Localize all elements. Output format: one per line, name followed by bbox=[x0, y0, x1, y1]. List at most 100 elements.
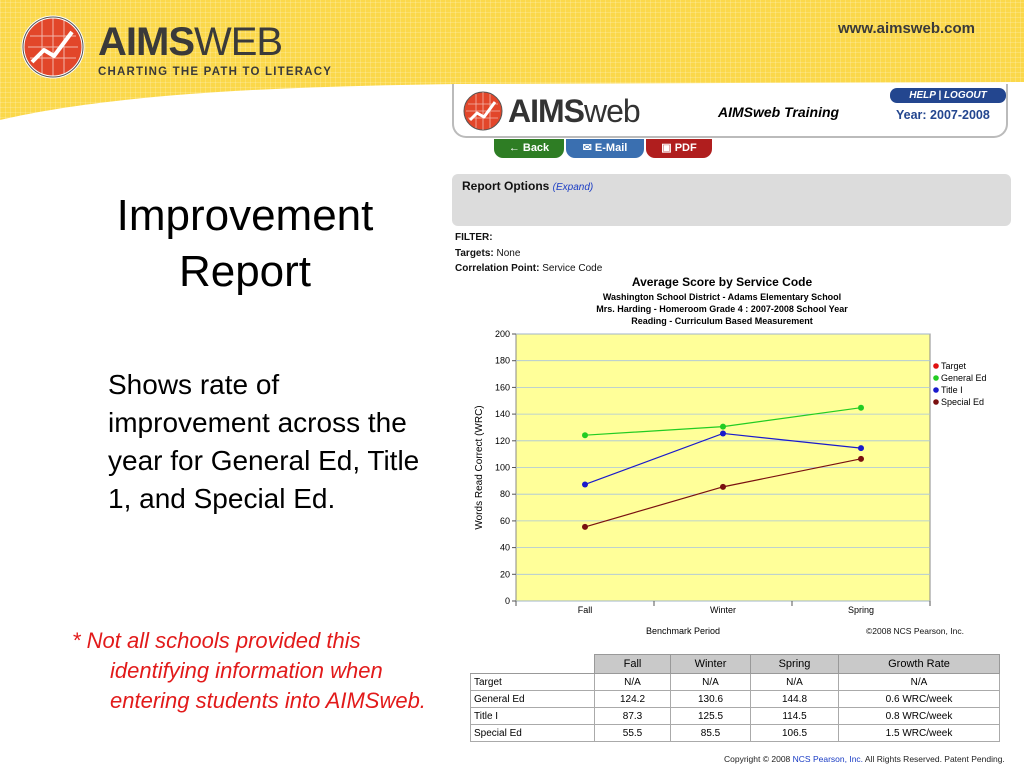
banner-tagline: CHARTING THE PATH TO LITERACY bbox=[98, 66, 333, 78]
table-cell: 144.8 bbox=[750, 690, 839, 708]
table-cell: 1.5 WRC/week bbox=[838, 724, 1000, 742]
table-cell: 0.6 WRC/week bbox=[838, 690, 1000, 708]
app-logo-icon bbox=[463, 91, 503, 131]
table-cell: 106.5 bbox=[750, 724, 839, 742]
table-cell: Target bbox=[470, 673, 595, 691]
table-cell: 114.5 bbox=[750, 707, 839, 725]
table-cell: N/A bbox=[838, 673, 1000, 691]
x-tick-label: Winter bbox=[710, 605, 736, 615]
app-brand: AIMSweb bbox=[508, 93, 641, 129]
logout-link[interactable]: LOGOUT bbox=[943, 90, 987, 101]
data-point bbox=[582, 523, 588, 530]
site-url: www.aimsweb.com bbox=[838, 20, 975, 37]
school-year: Year: 2007-2008 bbox=[896, 108, 990, 122]
y-tick-label: 180 bbox=[495, 356, 510, 366]
table-cell: General Ed bbox=[470, 690, 595, 708]
data-point bbox=[720, 483, 726, 490]
legend-label: Special Ed bbox=[941, 397, 984, 407]
table-cell: 55.5 bbox=[594, 724, 671, 742]
score-table: Fall Winter Spring Growth Rate Target N/… bbox=[470, 654, 1000, 742]
data-point bbox=[858, 455, 864, 462]
slide-body-text: Shows rate of improvement across the yea… bbox=[108, 369, 420, 514]
x-tick-label: Fall bbox=[578, 605, 593, 615]
table-header-row: Fall Winter Spring Growth Rate bbox=[470, 654, 1000, 674]
app-title: AIMSweb Training bbox=[718, 104, 840, 120]
slide-note: * Not all schools provided this identify… bbox=[72, 628, 426, 713]
aimsweb-logo-icon bbox=[21, 15, 85, 79]
filter-label: FILTER: bbox=[455, 232, 493, 243]
table-cell: 0.8 WRC/week bbox=[838, 707, 1000, 725]
table-header-growth: Growth Rate bbox=[838, 654, 1000, 674]
y-tick-label: 80 bbox=[500, 489, 510, 499]
table-cell: 85.5 bbox=[670, 724, 751, 742]
table-cell: N/A bbox=[750, 673, 839, 691]
legend-label: Title I bbox=[941, 385, 963, 395]
table-cell: 130.6 bbox=[670, 690, 751, 708]
pearson-link[interactable]: NCS Pearson, Inc. bbox=[792, 754, 864, 764]
app-header: AIMSweb AIMSweb Training HELP | LOGOUT Y… bbox=[452, 84, 1008, 138]
banner-brand: AIMSWEB bbox=[98, 20, 283, 64]
back-button[interactable]: ← Back bbox=[494, 139, 564, 158]
y-tick-label: 0 bbox=[505, 596, 510, 606]
expand-link[interactable]: (Expand) bbox=[552, 182, 594, 193]
chart-subtitle-2: Mrs. Harding - Homeroom Grade 4 : 2007-2… bbox=[596, 304, 848, 314]
report-options-panel: Report Options (Expand) bbox=[452, 174, 1011, 226]
legend-marker bbox=[933, 399, 939, 405]
table-header-blank bbox=[470, 654, 595, 674]
table-cell: 87.3 bbox=[594, 707, 671, 725]
legend-marker bbox=[933, 363, 939, 369]
table-row: Target N/A N/A N/A N/A bbox=[470, 673, 1000, 691]
chart-title: Average Score by Service Code bbox=[631, 275, 813, 289]
legend-marker bbox=[933, 375, 939, 381]
chart-subtitle-3: Reading - Curriculum Based Measurement bbox=[631, 316, 813, 326]
targets-value: None bbox=[496, 247, 521, 259]
y-axis-label: Words Read Correct (WRC) bbox=[474, 405, 485, 529]
table-header-spring: Spring bbox=[750, 654, 839, 674]
y-tick-label: 120 bbox=[495, 436, 510, 446]
line-chart: 0 20 40 60 80 100 120 140 160 180 200 Fall Winter Spr… bbox=[474, 329, 987, 636]
table-row: Special Ed 55.5 85.5 106.5 1.5 WRC/week bbox=[470, 724, 1000, 742]
data-point bbox=[720, 423, 726, 430]
y-tick-label: 100 bbox=[495, 463, 510, 473]
y-tick-label: 140 bbox=[495, 409, 510, 419]
slide-title: Improvement Report bbox=[116, 191, 374, 296]
pdf-icon: ▣ bbox=[661, 142, 675, 154]
x-axis-label: Benchmark Period bbox=[646, 626, 720, 636]
chart-subtitle-1: Washington School District - Adams Eleme… bbox=[602, 292, 842, 302]
y-tick-label: 160 bbox=[495, 382, 510, 392]
filter-summary: FILTER: Targets: None Correlation Point:… bbox=[455, 230, 602, 277]
y-tick-label: 20 bbox=[500, 569, 510, 579]
data-point bbox=[582, 432, 588, 439]
data-point bbox=[858, 404, 864, 411]
help-logout-bar: HELP | LOGOUT bbox=[890, 88, 1006, 103]
x-tick-label: Spring bbox=[848, 605, 874, 615]
help-link[interactable]: HELP bbox=[909, 90, 936, 101]
y-tick-label: 200 bbox=[495, 329, 510, 339]
table-header-winter: Winter bbox=[670, 654, 751, 674]
data-point bbox=[720, 430, 726, 437]
table-row: Title I 87.3 125.5 114.5 0.8 WRC/week bbox=[470, 707, 1000, 725]
legend-label: Target bbox=[941, 361, 967, 371]
correlation-label: Correlation Point: bbox=[455, 263, 540, 274]
help-separator: | bbox=[938, 90, 942, 101]
report-options-label: Report Options bbox=[462, 179, 550, 193]
legend-marker bbox=[933, 387, 939, 393]
table-row: General Ed 124.2 130.6 144.8 0.6 WRC/wee… bbox=[470, 690, 1000, 708]
table-cell: N/A bbox=[670, 673, 751, 691]
table-cell: 125.5 bbox=[670, 707, 751, 725]
targets-label: Targets: bbox=[455, 247, 494, 259]
table-header-fall: Fall bbox=[594, 654, 671, 674]
data-point bbox=[582, 481, 588, 488]
pdf-button[interactable]: ▣ PDF bbox=[646, 139, 712, 158]
table-cell: N/A bbox=[594, 673, 671, 691]
chart-copyright: ©2008 NCS Pearson, Inc. bbox=[866, 626, 964, 636]
legend-label: General Ed bbox=[941, 373, 987, 383]
table-cell: 124.2 bbox=[594, 690, 671, 708]
y-tick-label: 40 bbox=[500, 543, 510, 553]
correlation-value: Service Code bbox=[542, 263, 603, 274]
data-point bbox=[858, 445, 864, 452]
pdf-label: PDF bbox=[674, 142, 697, 154]
table-cell: Special Ed bbox=[470, 724, 595, 742]
table-cell: Title I bbox=[470, 707, 595, 725]
email-button[interactable]: ✉ E-Mail bbox=[566, 139, 644, 158]
